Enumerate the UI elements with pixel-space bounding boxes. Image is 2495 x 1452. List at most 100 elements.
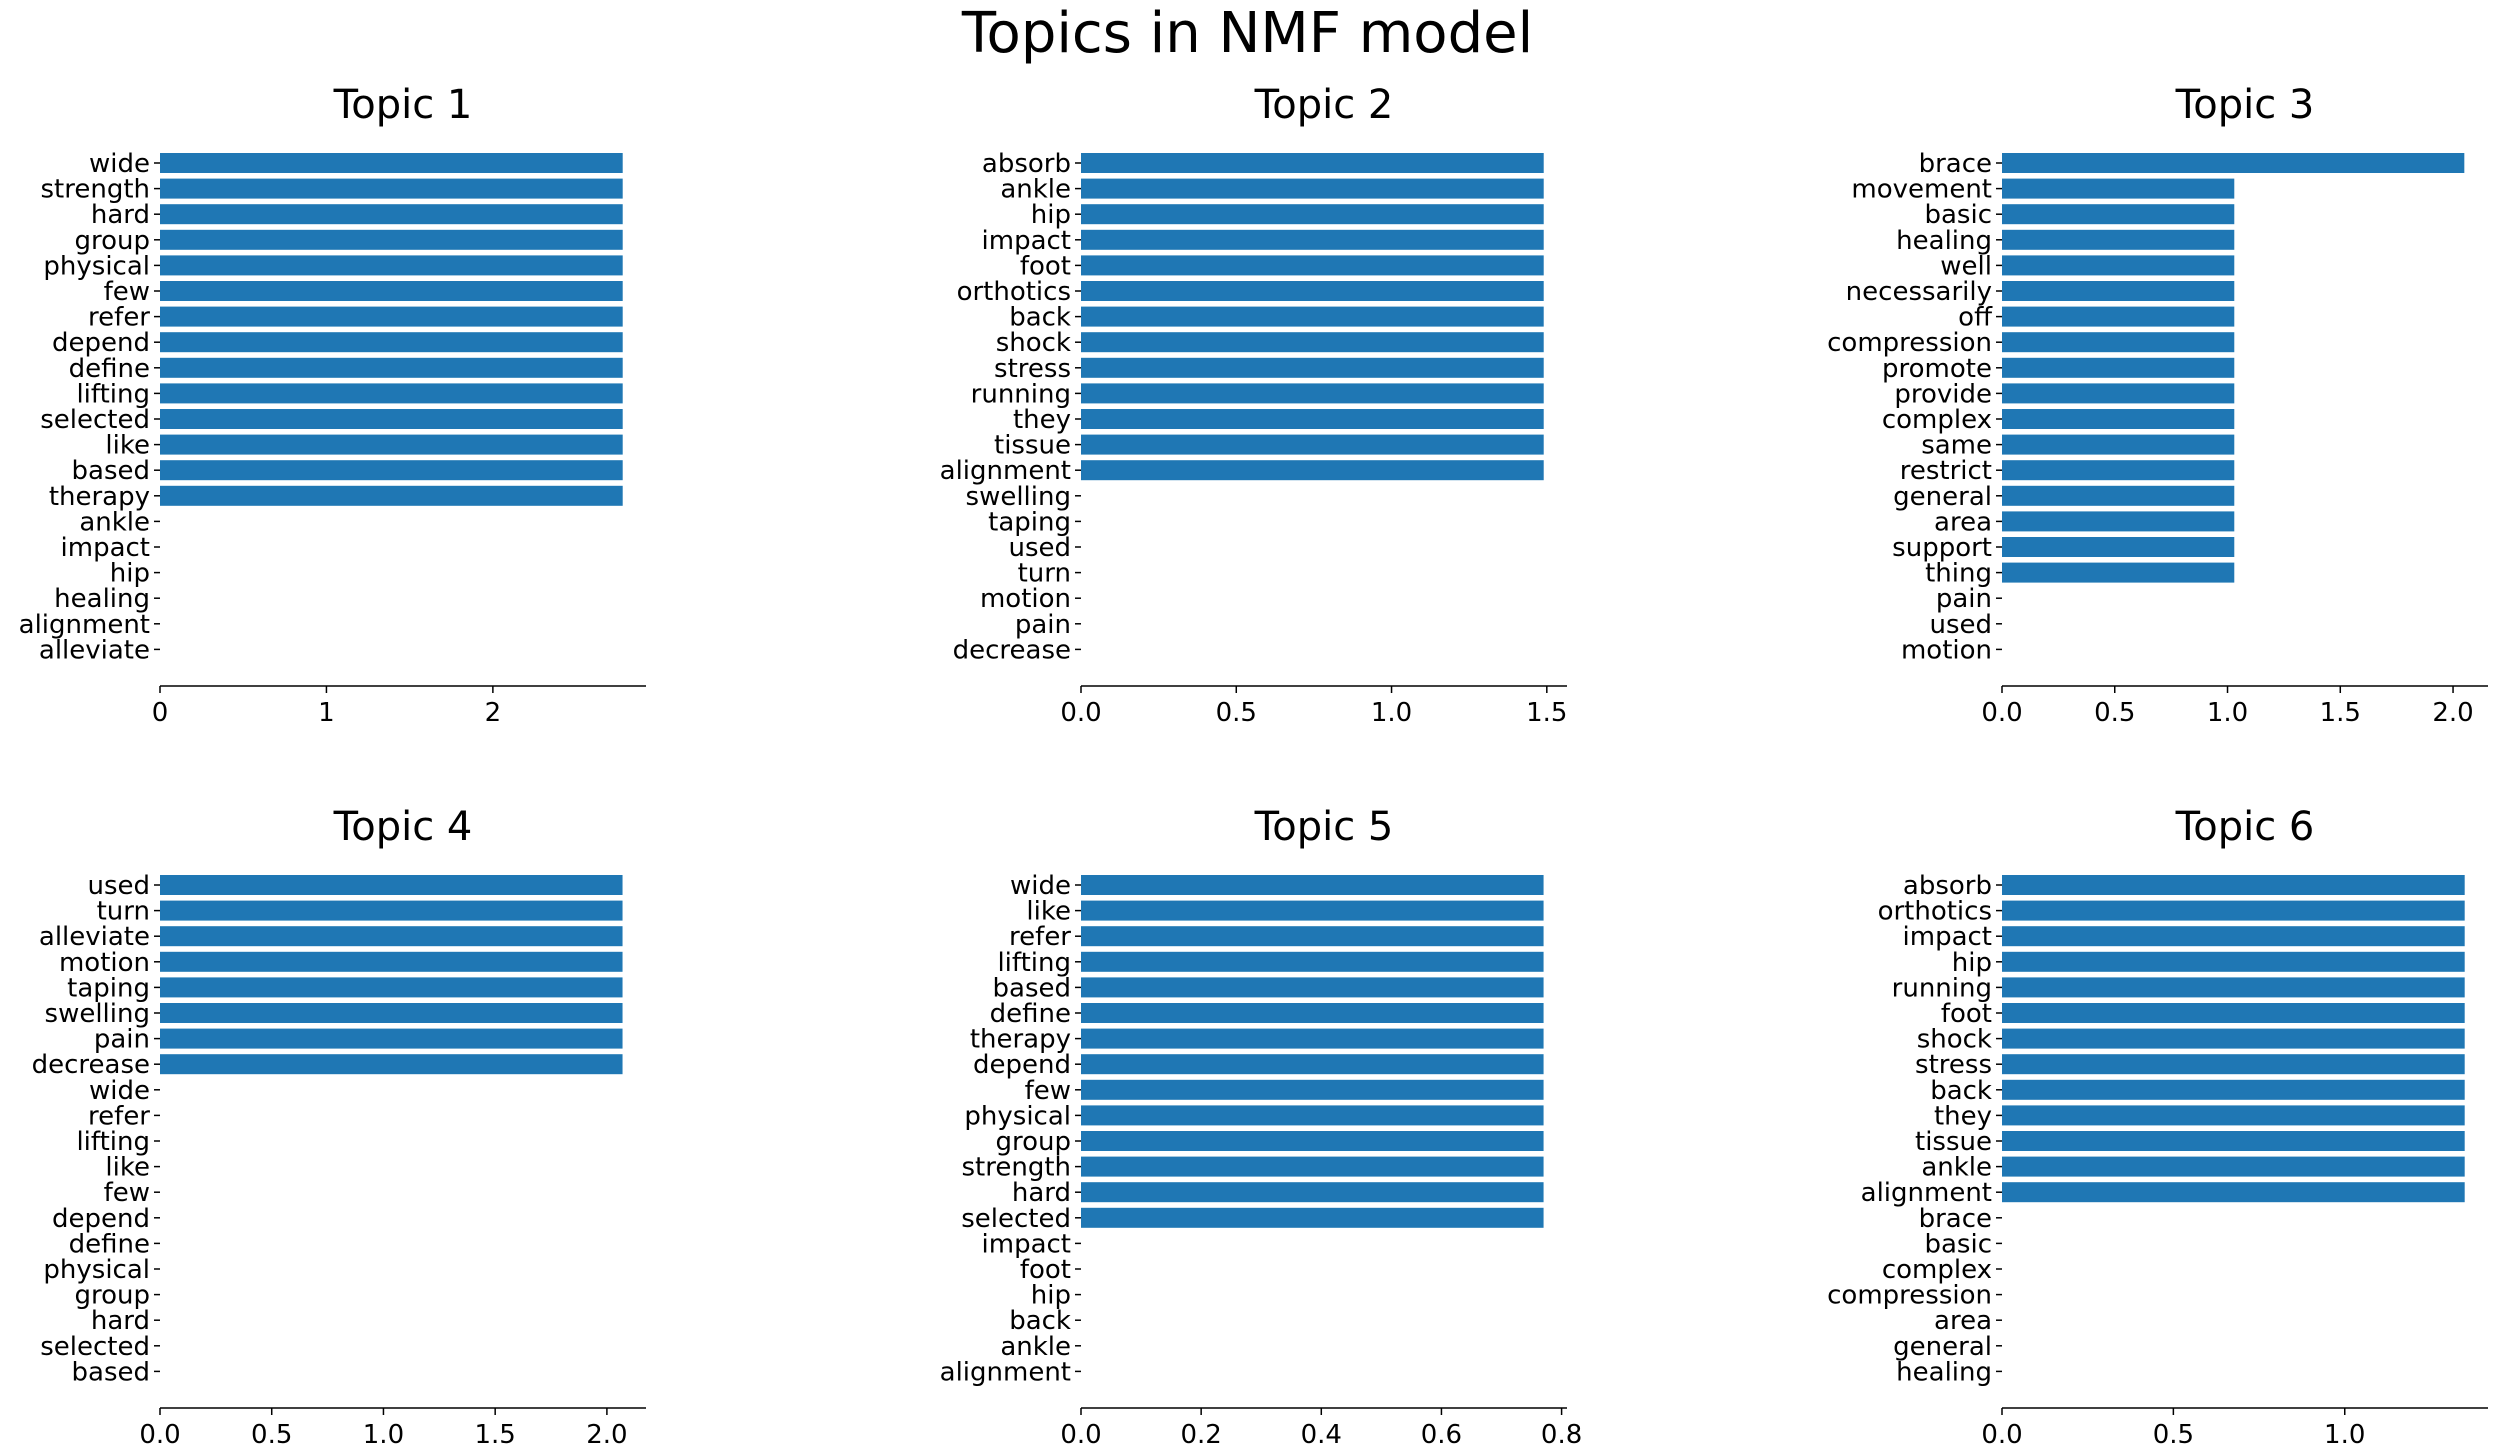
- category-label: used: [87, 871, 150, 901]
- category-label: group: [74, 226, 150, 256]
- category-label: necessarily: [1846, 277, 1992, 307]
- category-label: general: [1893, 482, 1992, 512]
- x-tick-label: 2.0: [586, 1420, 627, 1450]
- category-label: refer: [1009, 922, 1071, 952]
- bar-tissue: [2002, 1131, 2465, 1151]
- category-label: swelling: [966, 482, 1071, 512]
- subplot-title: Topic 4: [333, 804, 473, 850]
- subplot-title: Topic 3: [2175, 82, 2315, 128]
- bar-promote: [2002, 357, 2235, 378]
- category-label: hip: [1031, 1281, 1071, 1311]
- category-label: hard: [91, 1306, 150, 1336]
- category-label: pain: [1936, 584, 1992, 614]
- category-label: well: [1940, 251, 1992, 281]
- x-tick-label: 1.5: [1526, 698, 1567, 728]
- category-label: physical: [43, 251, 150, 281]
- bar-hard: [1081, 1182, 1544, 1203]
- category-label: wide: [89, 149, 150, 179]
- category-label: therapy: [970, 1025, 1071, 1055]
- category-label: few: [104, 1178, 150, 1208]
- x-tick-label: 0.0: [1981, 1420, 2022, 1450]
- bar-basic: [2002, 204, 2235, 225]
- category-label: thing: [1925, 559, 1992, 589]
- x-tick-label: 1.0: [1371, 698, 1412, 728]
- subplot-topic-6: Topic 6 absorborthoticsimpacthiprunningfo…: [1827, 804, 2488, 1450]
- category-label: strength: [40, 175, 150, 205]
- category-label: like: [1026, 897, 1071, 927]
- bar-same: [2002, 434, 2235, 455]
- category-label: general: [1893, 1332, 1992, 1362]
- category-label: stress: [1915, 1050, 1992, 1080]
- bar-necessarily: [2002, 281, 2235, 301]
- bar-shock: [2002, 1028, 2465, 1049]
- category-label: refer: [88, 1101, 150, 1131]
- category-label: they: [1013, 405, 1071, 435]
- bar-orthotics: [1081, 281, 1544, 301]
- bar-selected: [1081, 1207, 1544, 1228]
- x-tick-label: 0.5: [1216, 698, 1257, 728]
- category-label: healing: [1896, 226, 1992, 256]
- category-label: group: [995, 1127, 1071, 1157]
- category-label: alignment: [1861, 1178, 1992, 1208]
- bar-therapy: [160, 485, 623, 506]
- bar-complex: [2002, 409, 2235, 429]
- bar-restrict: [2002, 460, 2235, 481]
- bar-absorb: [2002, 875, 2465, 895]
- bar-wide: [1081, 875, 1544, 895]
- category-label: impact: [61, 533, 150, 563]
- bar-orthotics: [2002, 900, 2465, 921]
- bar-compression: [2002, 332, 2235, 353]
- category-label: define: [69, 1229, 150, 1259]
- category-label: stress: [994, 354, 1071, 384]
- bar-impact: [1081, 229, 1544, 250]
- category-label: lifting: [76, 379, 150, 409]
- category-label: alignment: [940, 456, 1071, 486]
- bar-based: [1081, 977, 1544, 998]
- category-label: strength: [961, 1153, 1071, 1183]
- bar-well: [2002, 255, 2235, 276]
- category-label: tissue: [994, 431, 1071, 461]
- bar-based: [160, 460, 623, 481]
- x-tick-label: 0.8: [1541, 1420, 1582, 1450]
- bar-group: [1081, 1131, 1544, 1151]
- bar-group: [160, 229, 623, 250]
- x-tick-label: 2.0: [2432, 698, 2473, 728]
- bar-hard: [160, 204, 623, 225]
- bar-pain: [160, 1028, 623, 1049]
- category-label: depend: [52, 328, 150, 358]
- category-label: few: [1025, 1076, 1071, 1106]
- category-label: absorb: [982, 149, 1071, 179]
- category-label: decrease: [32, 1050, 150, 1080]
- category-label: depend: [52, 1204, 150, 1234]
- category-label: hip: [1031, 200, 1071, 230]
- category-label: absorb: [1903, 871, 1992, 901]
- subplot-title: Topic 5: [1254, 804, 1394, 850]
- bar-off: [2002, 306, 2235, 327]
- bar-hip: [1081, 204, 1544, 225]
- category-label: ankle: [1000, 1332, 1071, 1362]
- category-label: alleviate: [39, 922, 150, 952]
- x-tick-label: 0.0: [139, 1420, 180, 1450]
- bar-lifting: [160, 383, 623, 404]
- category-label: therapy: [49, 482, 150, 512]
- bar-foot: [2002, 1003, 2465, 1023]
- category-label: basic: [1924, 200, 1992, 230]
- subplot-topic-1: Topic 1 widestrengthhardgroupphysicalfewr…: [19, 82, 646, 728]
- bar-stress: [2002, 1054, 2465, 1075]
- category-label: define: [69, 354, 150, 384]
- category-label: decrease: [953, 635, 1071, 665]
- category-label: same: [1921, 431, 1992, 461]
- bar-strength: [1081, 1156, 1544, 1177]
- bar-alignment: [2002, 1182, 2465, 1203]
- bar-refer: [1081, 926, 1544, 947]
- subplot-title: Topic 2: [1254, 82, 1394, 128]
- x-tick-label: 0.6: [1421, 1420, 1462, 1450]
- category-label: compression: [1827, 328, 1992, 358]
- category-label: hip: [110, 559, 150, 589]
- category-label: impact: [982, 1229, 1071, 1259]
- x-tick-label: 0.0: [1060, 698, 1101, 728]
- category-label: physical: [964, 1101, 1071, 1131]
- category-label: used: [1929, 610, 1992, 640]
- category-label: motion: [1901, 635, 1992, 665]
